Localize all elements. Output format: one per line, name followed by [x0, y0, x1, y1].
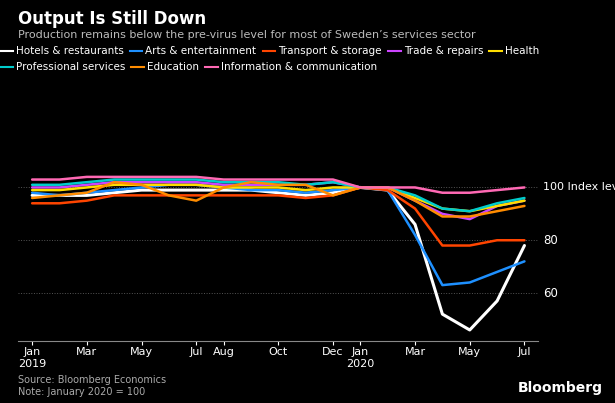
Text: 80: 80: [543, 234, 558, 247]
Text: Output Is Still Down: Output Is Still Down: [18, 10, 207, 28]
Text: 100 Index level: 100 Index level: [543, 183, 615, 193]
Text: Note: January 2020 = 100: Note: January 2020 = 100: [18, 387, 146, 397]
Text: Bloomberg: Bloomberg: [518, 381, 603, 395]
Legend: Professional services, Education, Information & communication: Professional services, Education, Inform…: [0, 62, 377, 73]
Text: 60: 60: [543, 287, 558, 299]
Text: Production remains below the pre-virus level for most of Sweden’s services secto: Production remains below the pre-virus l…: [18, 30, 476, 40]
Text: Source: Bloomberg Economics: Source: Bloomberg Economics: [18, 375, 167, 385]
